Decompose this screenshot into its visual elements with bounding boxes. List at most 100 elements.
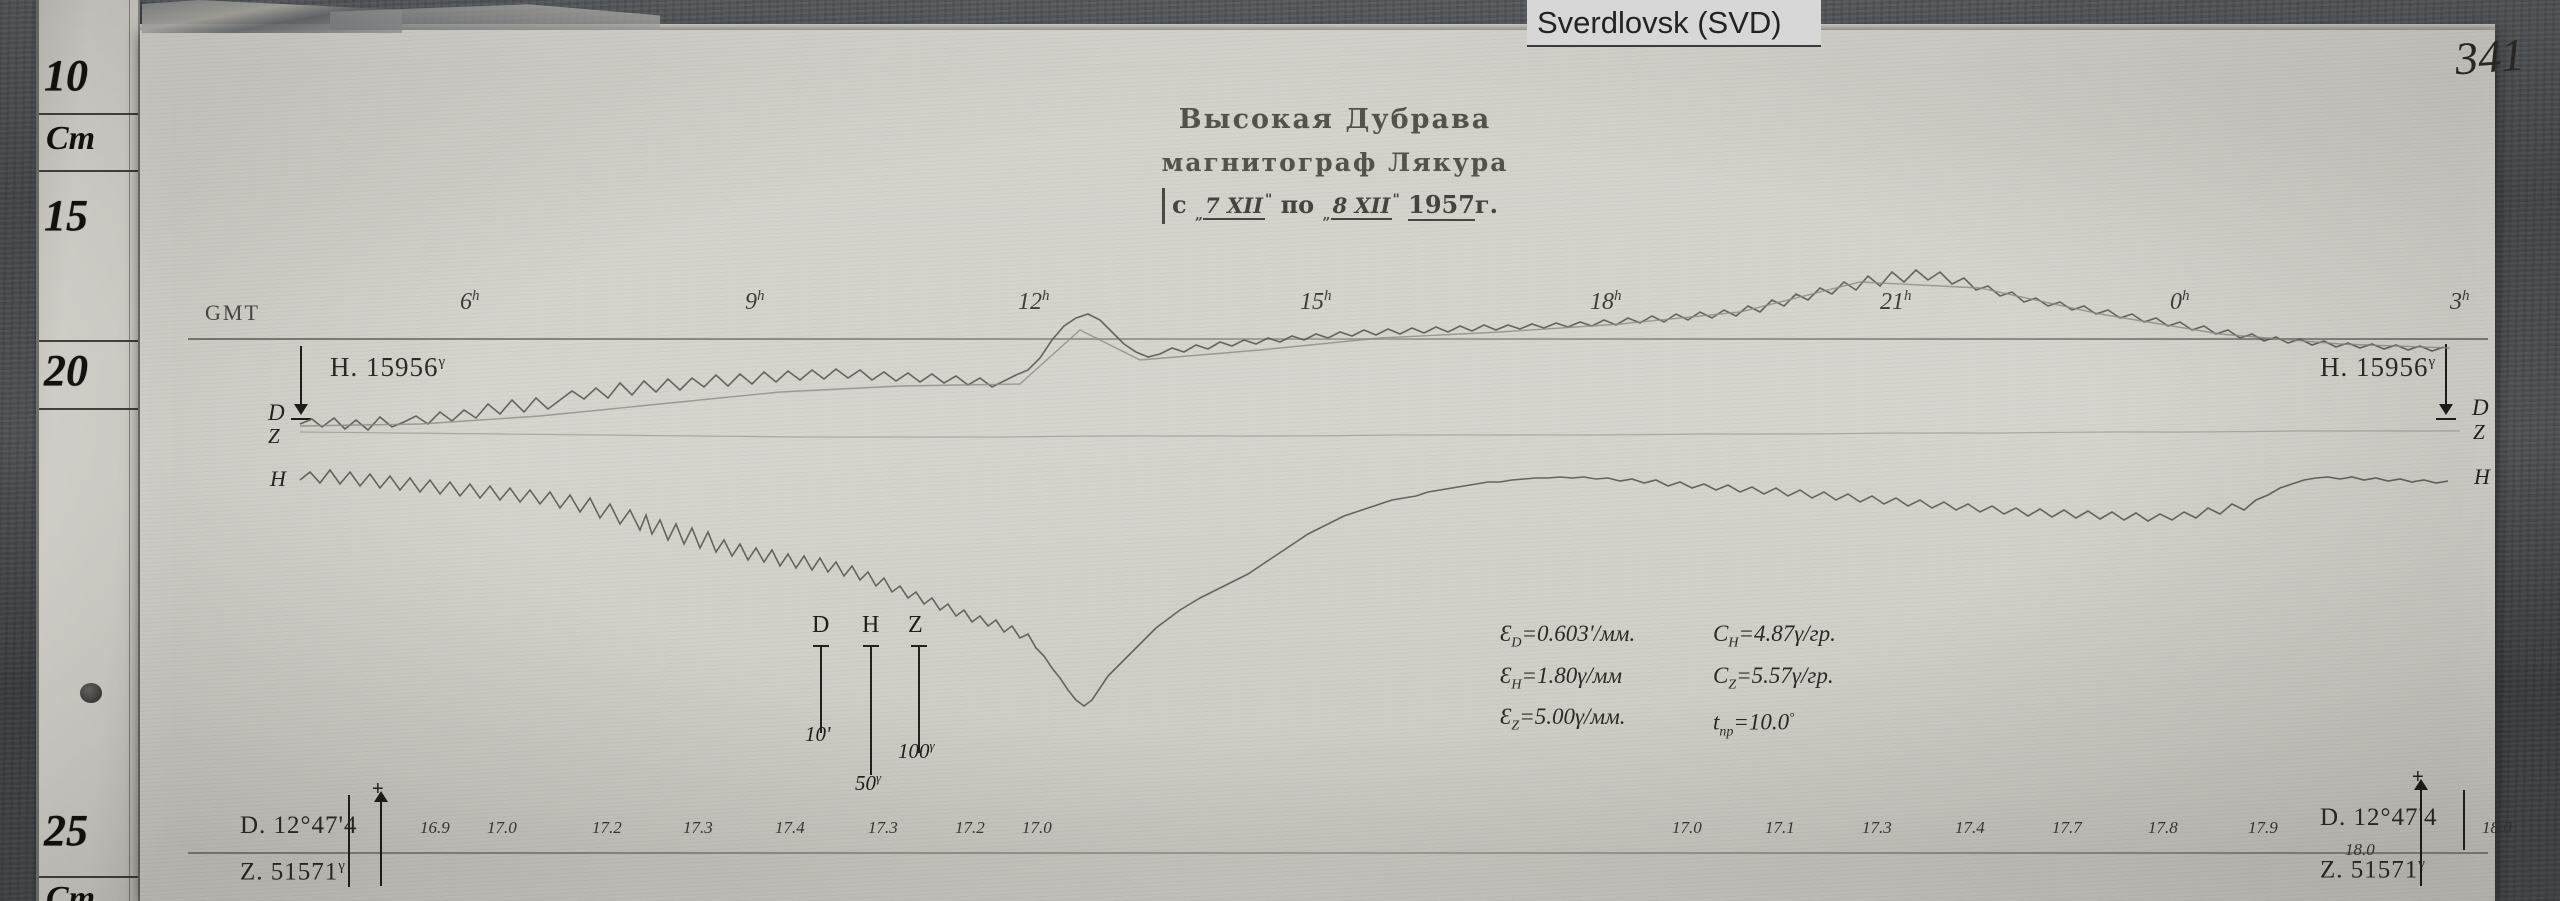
ruler-mark-25: 25 bbox=[44, 806, 88, 855]
ruler-unit-bottom: Cm bbox=[46, 880, 96, 901]
ruler-divider-3 bbox=[39, 340, 138, 342]
page-number: 341 bbox=[2453, 28, 2526, 85]
ruler-divider-2 bbox=[39, 170, 138, 172]
bottom-tick-13: 17.8 bbox=[2148, 818, 2178, 837]
scale-value-z: 100γ bbox=[898, 738, 935, 763]
date-mid: по bbox=[1280, 190, 1315, 219]
d-baseline-label-right: D. 12°47'4 bbox=[2320, 804, 2438, 831]
constants-column-2: CH=4.87γ/гр. CZ=5.57γ/гр. tпр=10.0° bbox=[1713, 618, 1836, 748]
scale-bar-h bbox=[863, 645, 879, 775]
bottom-baseline-line bbox=[188, 852, 2488, 854]
const-epsilon-d: ƐD=0.603'/мм. bbox=[1500, 621, 1636, 651]
d-baseline-label-left: D. 12°47'4 bbox=[240, 812, 358, 839]
constants-block: ƐD=0.603'/мм. ƐH=1.80γ/мм ƐZ=5.00γ/мм. C… bbox=[1500, 618, 1836, 748]
year: 1957 bbox=[1408, 190, 1475, 221]
date-from-quote-close: " bbox=[1264, 192, 1273, 208]
plus-sign-left: + bbox=[372, 778, 384, 800]
trace-label-h-left: H bbox=[270, 466, 286, 491]
z-baseline-label-right: Z. 51571γ bbox=[2320, 856, 2426, 884]
date-from-quote-open: „ bbox=[1195, 206, 1204, 223]
const-epsilon-z: ƐZ=5.00γ/мм. bbox=[1500, 704, 1626, 734]
trace-label-z-right: Z bbox=[2473, 420, 2485, 444]
ruler-mark-10: 10 bbox=[44, 51, 88, 100]
bottom-tick-14: 17.9 bbox=[2248, 818, 2278, 837]
station-caption-overlay: Sverdlovsk (SVD) bbox=[1527, 0, 1821, 47]
hour-tick-15: 15h bbox=[1300, 288, 1332, 315]
station-name: Высокая Дубрава bbox=[1178, 104, 1492, 135]
bottom-tick-1: 17.0 bbox=[487, 818, 517, 837]
bottom-tick-4: 17.4 bbox=[775, 818, 805, 837]
scale-letter-h: H bbox=[862, 612, 880, 638]
ruler-right-edge bbox=[138, 0, 140, 901]
hour-tick-3: 3h bbox=[2450, 288, 2470, 315]
constants-column-1: ƐD=0.603'/мм. ƐH=1.80γ/мм ƐZ=5.00γ/мм. bbox=[1500, 618, 1635, 743]
bottom-tick-6: 17.2 bbox=[955, 818, 985, 837]
const-c-z: CZ=5.57γ/гр. bbox=[1712, 662, 1834, 693]
hour-tick-18: 18h bbox=[1590, 288, 1622, 315]
instrument-name: магнитограф Лякура bbox=[1161, 148, 1509, 177]
bottom-tick-15: 18.0 bbox=[2345, 840, 2375, 859]
date-to-quote-open: „ bbox=[1322, 206, 1331, 223]
bottom-arrow-left bbox=[374, 791, 388, 886]
ruler-left-edge bbox=[36, 0, 39, 901]
hour-tick-0: 0h bbox=[2170, 288, 2190, 315]
bottom-divider-right bbox=[2463, 790, 2465, 850]
hour-tick-12: 12h bbox=[1018, 288, 1050, 315]
title-left-bar bbox=[1162, 188, 1165, 224]
title-block: Высокая Дубрава магнитограф Лякура с „7 … bbox=[1155, 104, 1515, 223]
ruler-divider-5 bbox=[39, 876, 138, 878]
bottom-tick-10: 17.3 bbox=[1862, 818, 1892, 837]
scale-letter-d: D bbox=[812, 612, 830, 638]
z-baseline-label-left: Z. 51571γ bbox=[240, 858, 346, 886]
bottom-tick-3: 17.3 bbox=[683, 818, 713, 837]
year-suffix: г. bbox=[1474, 190, 1498, 219]
scale-value-h: 50γ bbox=[855, 770, 882, 795]
bottom-tick-11: 17.4 bbox=[1955, 818, 1985, 837]
bottom-tick-2: 17.2 bbox=[592, 818, 622, 837]
const-t-pr: tпр=10.0° bbox=[1712, 709, 1795, 740]
trace-label-d-right: D bbox=[2472, 395, 2489, 420]
const-c-h: CH=4.87γ/гр. bbox=[1712, 621, 1836, 651]
bottom-tick-9: 17.1 bbox=[1765, 818, 1795, 837]
date-to-quote-close: " bbox=[1392, 192, 1400, 208]
ruler-hairline bbox=[129, 0, 130, 901]
date-prefix: с bbox=[1172, 190, 1187, 219]
scale-letter-z: Z bbox=[908, 612, 923, 638]
trace-label-h-right: H bbox=[2474, 464, 2490, 489]
trace-label-z-left: Z bbox=[268, 424, 280, 448]
trace-label-d-left: D bbox=[268, 400, 285, 425]
ruler-divider-4 bbox=[39, 408, 138, 410]
bottom-tick-7: 17.0 bbox=[1022, 818, 1052, 837]
scale-bar-z bbox=[911, 645, 927, 753]
hour-tick-21: 21h bbox=[1880, 288, 1912, 315]
date-range: с „7 XII " по „8 XII " 1957г. bbox=[1155, 190, 1515, 223]
const-epsilon-h: ƐH=1.80γ/мм bbox=[1500, 662, 1623, 693]
ruler-unit-top: Cm bbox=[46, 120, 96, 157]
baseline-arrow-right bbox=[2436, 344, 2456, 420]
bottom-divider-left bbox=[348, 795, 350, 887]
time-axis-line bbox=[188, 338, 2488, 340]
scale-value-d: 10' bbox=[805, 722, 831, 746]
magnetogram-sheet bbox=[140, 30, 2495, 901]
ruler-mark-15: 15 bbox=[44, 191, 88, 240]
bottom-tick-8: 17.0 bbox=[1672, 818, 1702, 837]
bottom-tick-12: 17.7 bbox=[2052, 818, 2082, 837]
ruler-dot-mark bbox=[80, 683, 102, 703]
bottom-tick-5: 17.3 bbox=[868, 818, 898, 837]
plus-sign-right: + bbox=[2412, 766, 2424, 788]
h-baseline-label-right: H. 15956γ bbox=[2320, 352, 2437, 382]
gmt-label: GMT bbox=[205, 300, 260, 325]
sheet-top-edge bbox=[140, 24, 2495, 33]
vertical-ruler: 10 Cm 15 20 25 Cm bbox=[36, 0, 140, 901]
station-caption-text: Sverdlovsk (SVD) bbox=[1537, 4, 1782, 40]
ruler-divider-1 bbox=[39, 113, 138, 115]
ruler-mark-20: 20 bbox=[44, 346, 88, 395]
baseline-arrow-left bbox=[291, 346, 311, 420]
h-baseline-label-left: H. 15956γ bbox=[330, 352, 447, 382]
hour-tick-6: 6h bbox=[460, 288, 480, 315]
bottom-tick-16: 18.0 bbox=[2482, 818, 2512, 837]
date-from: 7 XII bbox=[1203, 193, 1265, 220]
date-to: 8 XII bbox=[1330, 193, 1393, 220]
bottom-arrow-right bbox=[2414, 779, 2428, 886]
